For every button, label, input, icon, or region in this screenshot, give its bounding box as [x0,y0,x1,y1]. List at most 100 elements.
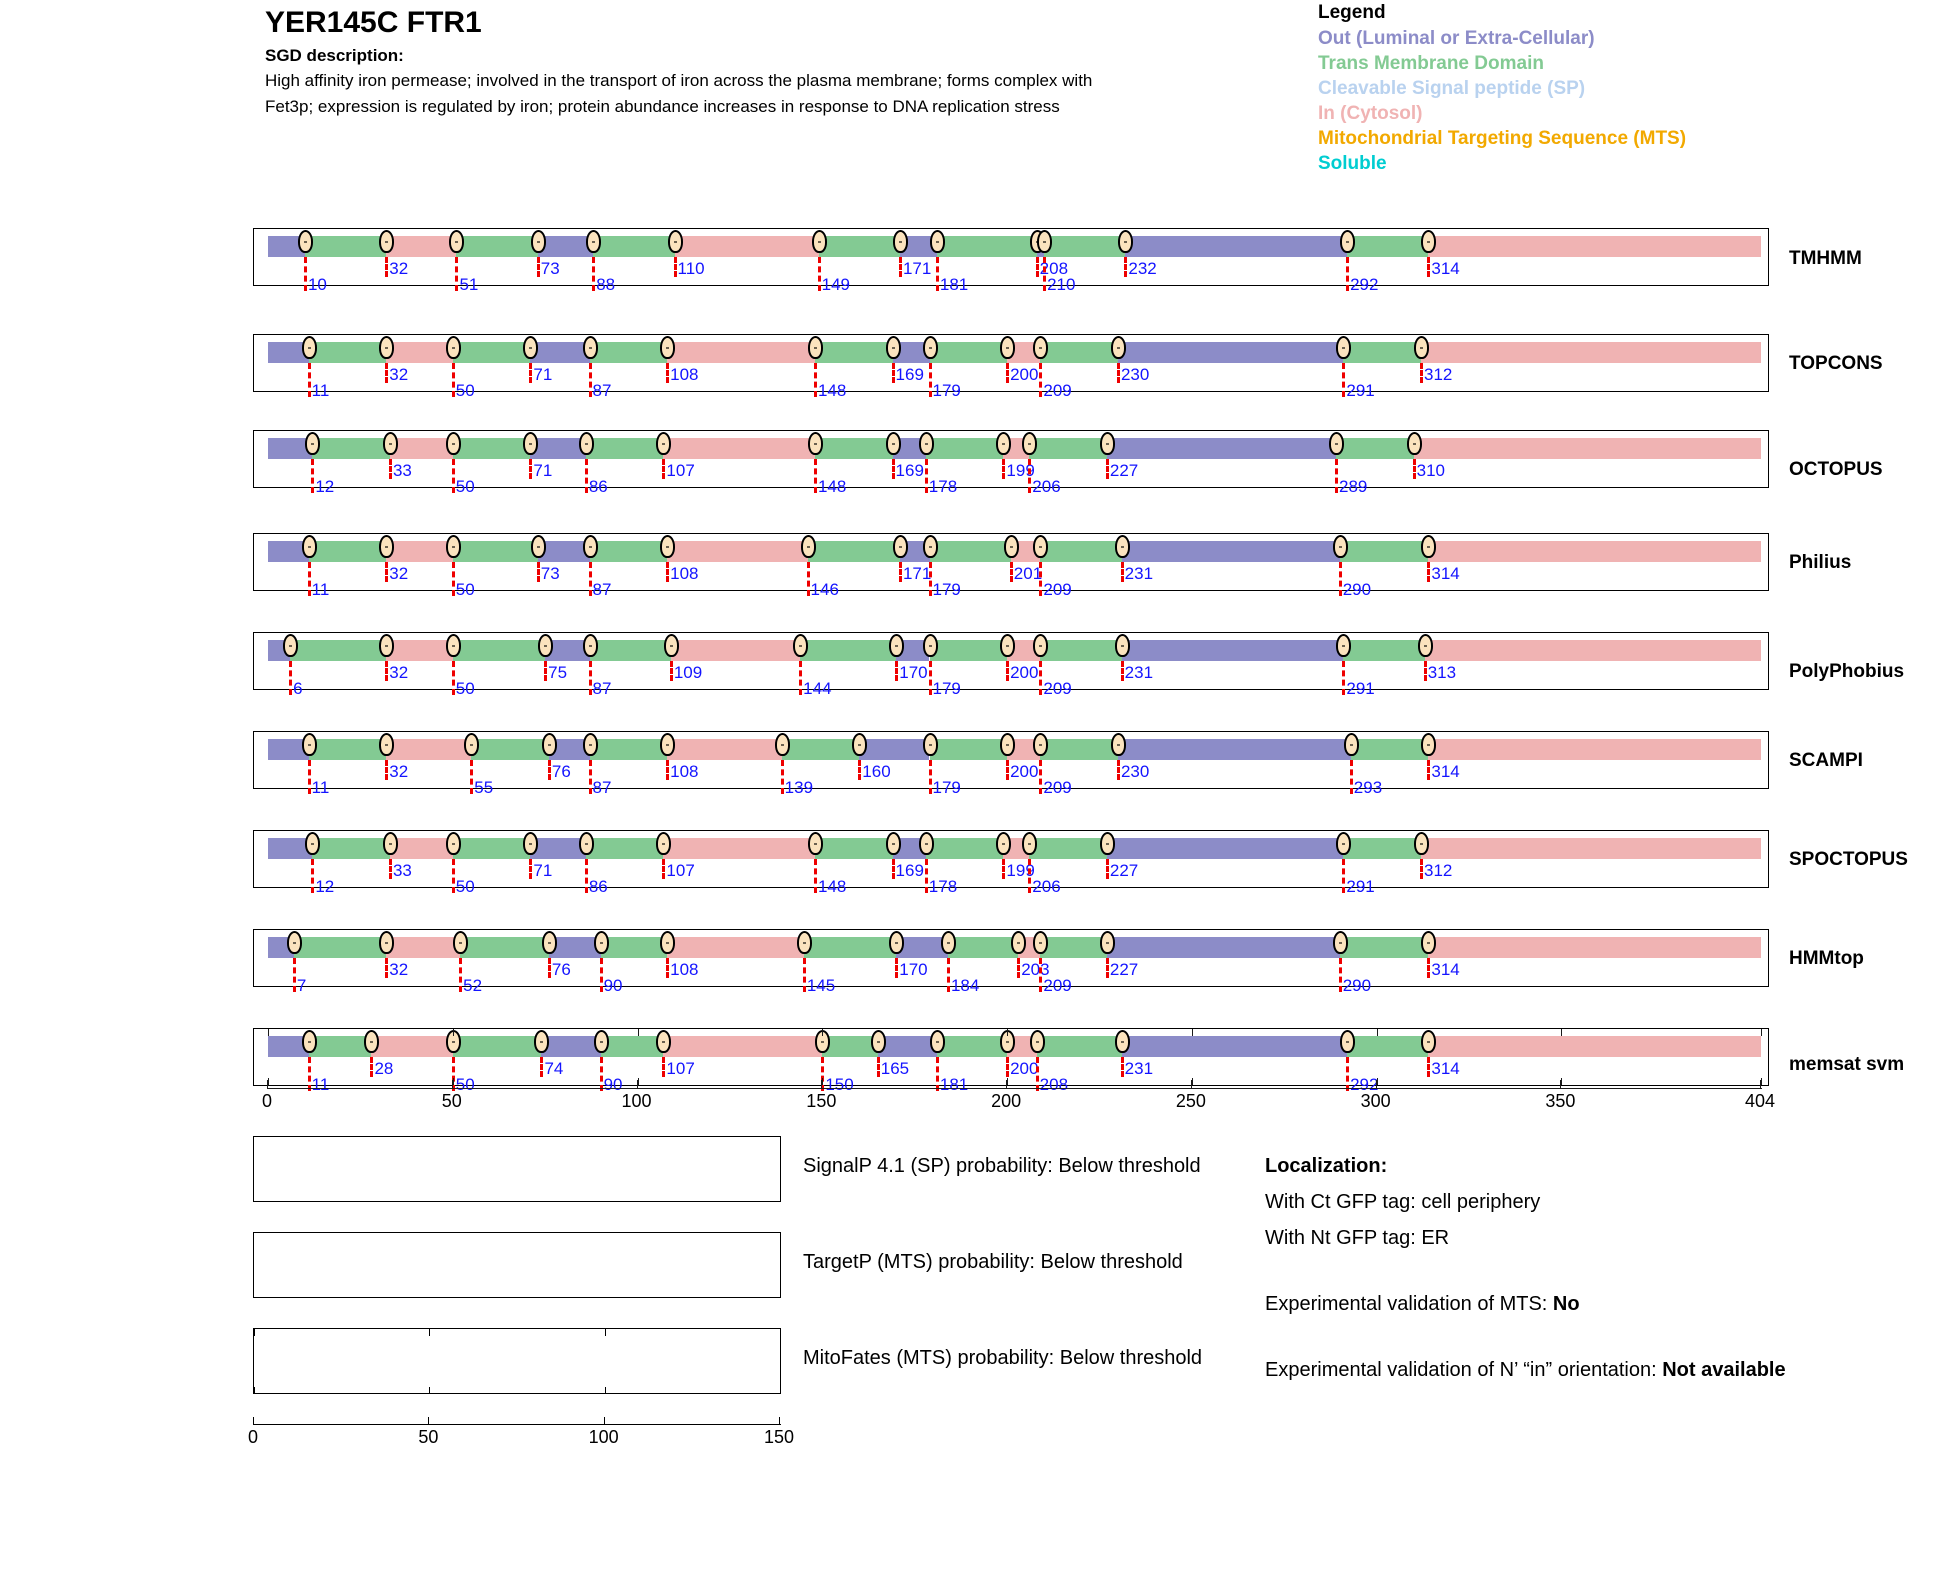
boundary-marker[interactable] [929,230,945,253]
boundary-marker[interactable] [523,336,539,359]
boundary-marker[interactable] [922,634,938,657]
boundary-marker[interactable] [301,535,317,558]
boundary-marker[interactable] [283,634,299,657]
boundary-marker[interactable] [1332,535,1348,558]
boundary-marker[interactable] [1118,230,1134,253]
boundary-marker[interactable] [892,535,908,558]
boundary-marker[interactable] [1033,336,1049,359]
boundary-marker[interactable] [918,832,934,855]
boundary-marker[interactable] [593,931,609,954]
boundary-marker[interactable] [922,336,938,359]
boundary-marker[interactable] [1000,634,1016,657]
boundary-marker[interactable] [445,634,461,657]
boundary-marker[interactable] [1414,336,1429,359]
boundary-marker[interactable] [852,733,868,756]
boundary-marker[interactable] [582,634,598,657]
boundary-marker[interactable] [1099,931,1115,954]
boundary-marker[interactable] [807,336,823,359]
boundary-marker[interactable] [1114,535,1130,558]
boundary-marker[interactable] [582,535,598,558]
boundary-marker[interactable] [379,230,395,253]
boundary-marker[interactable] [1037,230,1053,253]
boundary-marker[interactable] [301,1030,317,1053]
boundary-marker[interactable] [1000,733,1016,756]
boundary-marker[interactable] [918,432,934,455]
boundary-marker[interactable] [996,832,1012,855]
boundary-marker[interactable] [379,931,395,954]
boundary-marker[interactable] [1011,931,1027,954]
boundary-marker[interactable] [1336,634,1352,657]
boundary-marker[interactable] [1336,832,1352,855]
boundary-marker[interactable] [593,1030,609,1053]
boundary-marker[interactable] [889,931,905,954]
boundary-marker[interactable] [892,230,908,253]
boundary-marker[interactable] [807,432,823,455]
boundary-marker[interactable] [464,733,480,756]
boundary-marker[interactable] [379,733,395,756]
boundary-marker[interactable] [1421,535,1437,558]
boundary-marker[interactable] [793,634,809,657]
boundary-marker[interactable] [1110,336,1126,359]
boundary-marker[interactable] [660,931,676,954]
boundary-marker[interactable] [885,832,901,855]
boundary-marker[interactable] [929,1030,945,1053]
boundary-marker[interactable] [534,1030,550,1053]
boundary-marker[interactable] [541,931,557,954]
boundary-marker[interactable] [578,432,594,455]
boundary-marker[interactable] [885,336,901,359]
boundary-marker[interactable] [660,733,676,756]
boundary-marker[interactable] [796,931,812,954]
boundary-marker[interactable] [885,432,901,455]
boundary-marker[interactable] [538,634,554,657]
boundary-marker[interactable] [364,1030,380,1053]
boundary-marker[interactable] [530,230,546,253]
boundary-marker[interactable] [940,931,956,954]
boundary-marker[interactable] [382,832,398,855]
boundary-marker[interactable] [1033,535,1049,558]
boundary-marker[interactable] [586,230,602,253]
boundary-marker[interactable] [660,336,676,359]
boundary-marker[interactable] [379,535,395,558]
boundary-marker[interactable] [1033,931,1049,954]
boundary-marker[interactable] [1033,634,1049,657]
boundary-marker[interactable] [889,634,905,657]
boundary-marker[interactable] [667,230,683,253]
boundary-marker[interactable] [1421,230,1437,253]
boundary-marker[interactable] [1033,733,1049,756]
boundary-marker[interactable] [582,336,598,359]
boundary-marker[interactable] [453,931,469,954]
boundary-marker[interactable] [656,832,672,855]
boundary-marker[interactable] [656,1030,672,1053]
boundary-marker[interactable] [1421,1030,1437,1053]
boundary-marker[interactable] [1336,336,1352,359]
boundary-marker[interactable] [1022,832,1038,855]
boundary-marker[interactable] [523,832,539,855]
boundary-marker[interactable] [379,634,395,657]
boundary-marker[interactable] [297,230,313,253]
boundary-marker[interactable] [663,634,679,657]
boundary-marker[interactable] [445,832,461,855]
boundary-marker[interactable] [1421,931,1437,954]
boundary-marker[interactable] [656,432,672,455]
boundary-marker[interactable] [382,432,398,455]
boundary-marker[interactable] [1332,931,1348,954]
boundary-marker[interactable] [582,733,598,756]
boundary-marker[interactable] [870,1030,886,1053]
boundary-marker[interactable] [305,832,321,855]
boundary-marker[interactable] [1029,1030,1045,1053]
boundary-marker[interactable] [578,832,594,855]
boundary-marker[interactable] [1406,432,1422,455]
boundary-marker[interactable] [1099,832,1115,855]
boundary-marker[interactable] [1000,336,1016,359]
boundary-marker[interactable] [1003,535,1019,558]
boundary-marker[interactable] [301,336,317,359]
boundary-marker[interactable] [1343,733,1359,756]
boundary-marker[interactable] [1414,832,1429,855]
boundary-marker[interactable] [1099,432,1115,455]
boundary-marker[interactable] [996,432,1012,455]
boundary-marker[interactable] [1110,733,1126,756]
boundary-marker[interactable] [1340,230,1356,253]
boundary-marker[interactable] [800,535,816,558]
boundary-marker[interactable] [1340,1030,1356,1053]
boundary-marker[interactable] [445,336,461,359]
